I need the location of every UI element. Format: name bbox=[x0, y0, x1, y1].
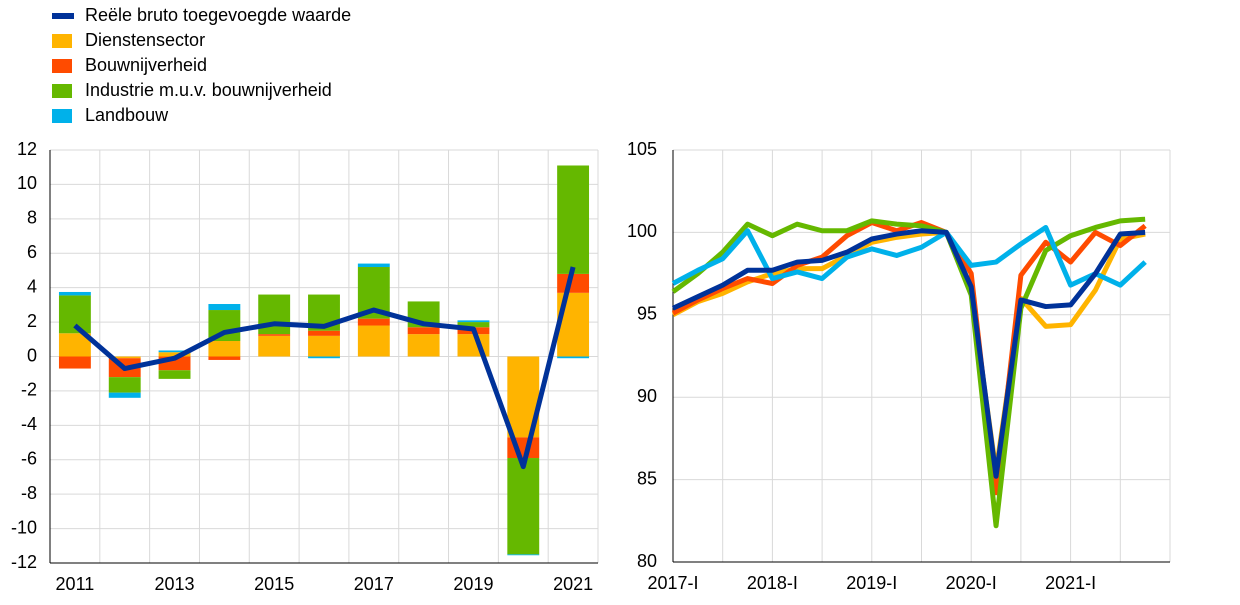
legend-swatch bbox=[52, 13, 74, 19]
bar bbox=[58, 356, 91, 369]
bar bbox=[308, 330, 340, 336]
legend-label: Landbouw bbox=[85, 105, 169, 125]
bar bbox=[407, 327, 440, 335]
bar bbox=[457, 320, 490, 323]
x-tick-label: 2019-I bbox=[846, 573, 897, 593]
y-tick-label: 0 bbox=[27, 345, 37, 365]
y-tick-label: 10 bbox=[17, 173, 37, 193]
y-tick-label: -8 bbox=[21, 483, 37, 503]
legend-label: Reële bruto toegevoegde waarde bbox=[85, 5, 351, 25]
y-tick-label: -2 bbox=[21, 380, 37, 400]
y-tick-label: -12 bbox=[11, 552, 37, 572]
bar bbox=[158, 370, 191, 379]
line bbox=[671, 228, 1146, 479]
legend-swatch bbox=[52, 84, 72, 98]
x-tick-label: 2017 bbox=[354, 574, 394, 594]
bar bbox=[357, 263, 390, 268]
y-tick-label: 90 bbox=[637, 386, 657, 406]
legend-label: Dienstensector bbox=[85, 30, 205, 50]
y-tick-label: 12 bbox=[17, 139, 37, 159]
bar bbox=[557, 165, 590, 274]
y-tick-label: 80 bbox=[637, 551, 657, 571]
x-tick-label: 2011 bbox=[56, 574, 95, 594]
legend-swatch bbox=[52, 34, 72, 48]
x-tick-label: 2017-I bbox=[647, 573, 698, 593]
x-tick-label: 2013 bbox=[155, 574, 195, 594]
bar bbox=[308, 356, 340, 359]
bar bbox=[357, 318, 390, 326]
x-tick-label: 2021-I bbox=[1045, 573, 1096, 593]
line bbox=[671, 216, 1146, 529]
bar bbox=[258, 335, 291, 357]
legend-label: Industrie m.u.v. bouwnijverheid bbox=[85, 80, 332, 100]
y-tick-label: 6 bbox=[27, 242, 37, 262]
bar bbox=[158, 350, 191, 353]
legend-swatch bbox=[52, 59, 72, 73]
x-tick-label: 2019 bbox=[453, 574, 493, 594]
y-tick-label: -4 bbox=[21, 414, 37, 434]
bar bbox=[108, 392, 141, 398]
bar bbox=[407, 334, 440, 357]
legend-label: Bouwnijverheid bbox=[85, 55, 207, 75]
x-tick-label: 2018-I bbox=[747, 573, 798, 593]
y-tick-label: 105 bbox=[627, 139, 657, 159]
line bbox=[671, 224, 1147, 288]
bar bbox=[258, 334, 291, 336]
bar bbox=[58, 333, 91, 357]
x-tick-label: 2021 bbox=[553, 574, 593, 594]
bar bbox=[507, 554, 540, 556]
y-tick-label: 95 bbox=[637, 304, 657, 324]
x-tick-label: 2020-I bbox=[946, 573, 997, 593]
bar bbox=[557, 273, 590, 293]
y-tick-label: 4 bbox=[27, 276, 37, 296]
x-tick-label: 2015 bbox=[254, 574, 294, 594]
bar bbox=[208, 341, 241, 357]
y-tick-label: -6 bbox=[21, 449, 37, 469]
bar bbox=[158, 352, 191, 357]
bar bbox=[208, 356, 241, 360]
y-tick-label: 2 bbox=[27, 311, 37, 331]
y-tick-label: 85 bbox=[637, 468, 657, 488]
y-tick-label: -10 bbox=[11, 517, 37, 537]
line bbox=[671, 220, 1147, 496]
bar bbox=[108, 377, 141, 393]
y-tick-label: 100 bbox=[627, 221, 657, 241]
bar bbox=[58, 291, 91, 296]
line bbox=[671, 229, 1146, 474]
line bbox=[73, 266, 576, 470]
bar bbox=[308, 335, 340, 357]
bar bbox=[457, 322, 490, 328]
bar bbox=[108, 356, 141, 359]
bar bbox=[557, 356, 590, 359]
legend-swatch bbox=[52, 109, 72, 123]
bar bbox=[507, 458, 540, 555]
bar bbox=[357, 325, 390, 357]
y-tick-label: 8 bbox=[27, 208, 37, 228]
bar bbox=[208, 304, 241, 311]
